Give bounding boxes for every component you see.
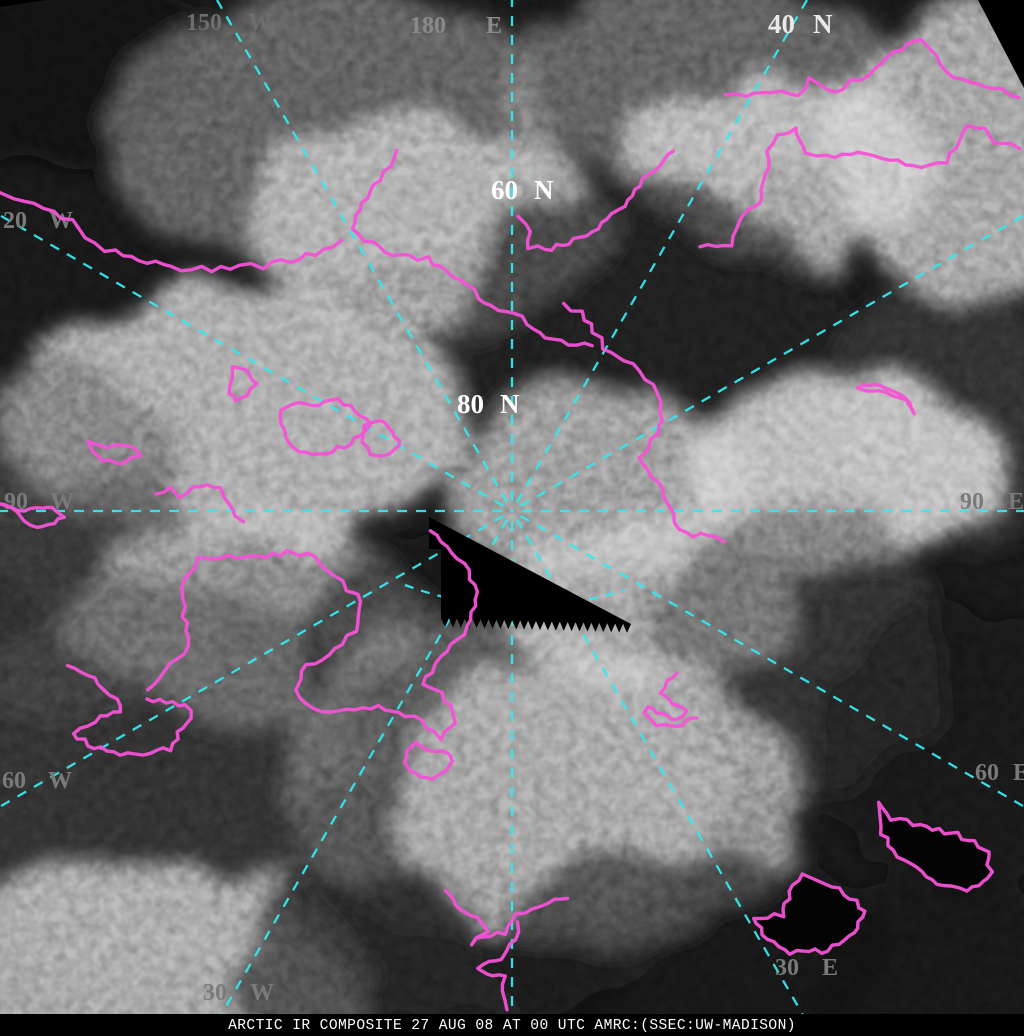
svg-text:E: E — [1008, 489, 1024, 515]
svg-text:W: W — [250, 980, 274, 1006]
svg-text:30: 30 — [775, 955, 799, 981]
svg-text:E: E — [822, 955, 838, 981]
svg-text:150: 150 — [186, 10, 222, 36]
svg-text:60: 60 — [491, 175, 518, 205]
svg-text:N: N — [500, 389, 520, 419]
svg-text:E: E — [486, 13, 502, 39]
svg-text:40: 40 — [768, 9, 795, 39]
svg-text:20: 20 — [3, 208, 27, 234]
svg-text:W: W — [248, 10, 272, 36]
svg-text:180: 180 — [410, 13, 446, 39]
svg-text:W: W — [48, 768, 72, 794]
svg-text:30: 30 — [203, 980, 227, 1006]
svg-text:60: 60 — [975, 760, 999, 786]
svg-text:E: E — [1013, 760, 1024, 786]
svg-text:N: N — [534, 175, 554, 205]
svg-text:60: 60 — [2, 768, 26, 794]
svg-text:80: 80 — [457, 389, 484, 419]
svg-text:N: N — [813, 9, 833, 39]
svg-text:90: 90 — [960, 489, 984, 515]
svg-text:ARCTIC IR COMPOSITE 27 AUG 08: ARCTIC IR COMPOSITE 27 AUG 08 AT 00 UTC … — [228, 1018, 796, 1034]
